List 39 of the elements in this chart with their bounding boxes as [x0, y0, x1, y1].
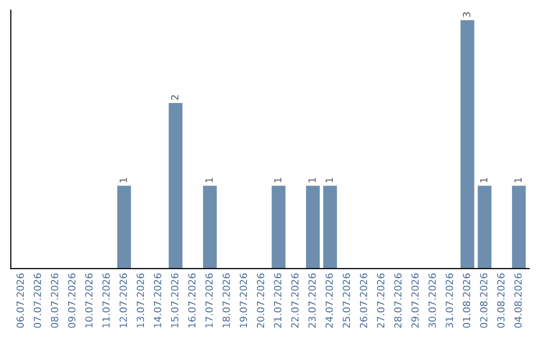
x-tick-label: 01.08.2026: [462, 273, 470, 328]
x-tick-label: 08.07.2026: [50, 273, 58, 328]
data-label: 1: [274, 178, 282, 182]
data-label: 1: [308, 178, 316, 182]
x-tick-label: 20.07.2026: [256, 273, 264, 328]
x-tick-label: 12.07.2026: [120, 273, 127, 328]
x-tick-label: 02.08.2026: [480, 273, 488, 328]
data-label: 1: [120, 178, 127, 182]
x-tick-label: 30.07.2026: [428, 273, 436, 328]
x-tick-label: 21.07.2026: [274, 273, 282, 328]
x-tick-label: 22.07.2026: [291, 273, 299, 328]
data-label: 1: [514, 178, 522, 182]
x-tick-label: 03.08.2026: [497, 273, 505, 328]
x-tick-label: 25.07.2026: [342, 273, 350, 328]
x-tick-label: 31.07.2026: [446, 273, 454, 328]
x-tick-label: 26.07.2026: [360, 273, 368, 328]
data-label: 2: [171, 95, 178, 100]
x-tick-label: 11.07.2026: [102, 273, 110, 328]
x-tick-label: 17.07.2026: [205, 273, 213, 328]
x-tick-label: 13.07.2026: [136, 273, 144, 328]
x-tick-label: 24.07.2026: [326, 273, 333, 328]
x-tick-label: 18.07.2026: [222, 273, 230, 328]
x-tick-label: 16.07.2026: [188, 273, 196, 328]
x-tick-label: 29.07.2026: [411, 273, 419, 328]
x-tick-label: 28.07.2026: [394, 273, 402, 328]
x-tick-label: 06.07.2026: [16, 273, 24, 328]
data-label: 3: [462, 12, 470, 17]
data-label: 1: [480, 178, 488, 182]
x-tick-label: 07.07.2026: [34, 273, 42, 328]
x-tick-label: 19.07.2026: [240, 273, 248, 328]
x-tick-label: 15.07.2026: [171, 273, 178, 328]
data-label: 1: [206, 178, 213, 182]
x-tick-label: 10.07.2026: [85, 273, 93, 328]
x-tick-label: 04.08.2026: [514, 273, 522, 328]
x-tick-label: 23.07.2026: [308, 273, 316, 328]
x-tick-label: 14.07.2026: [154, 273, 162, 328]
x-tick-label: 27.07.2026: [377, 273, 384, 328]
x-tick-label: 09.07.2026: [68, 273, 76, 328]
data-label: 1: [326, 178, 333, 182]
